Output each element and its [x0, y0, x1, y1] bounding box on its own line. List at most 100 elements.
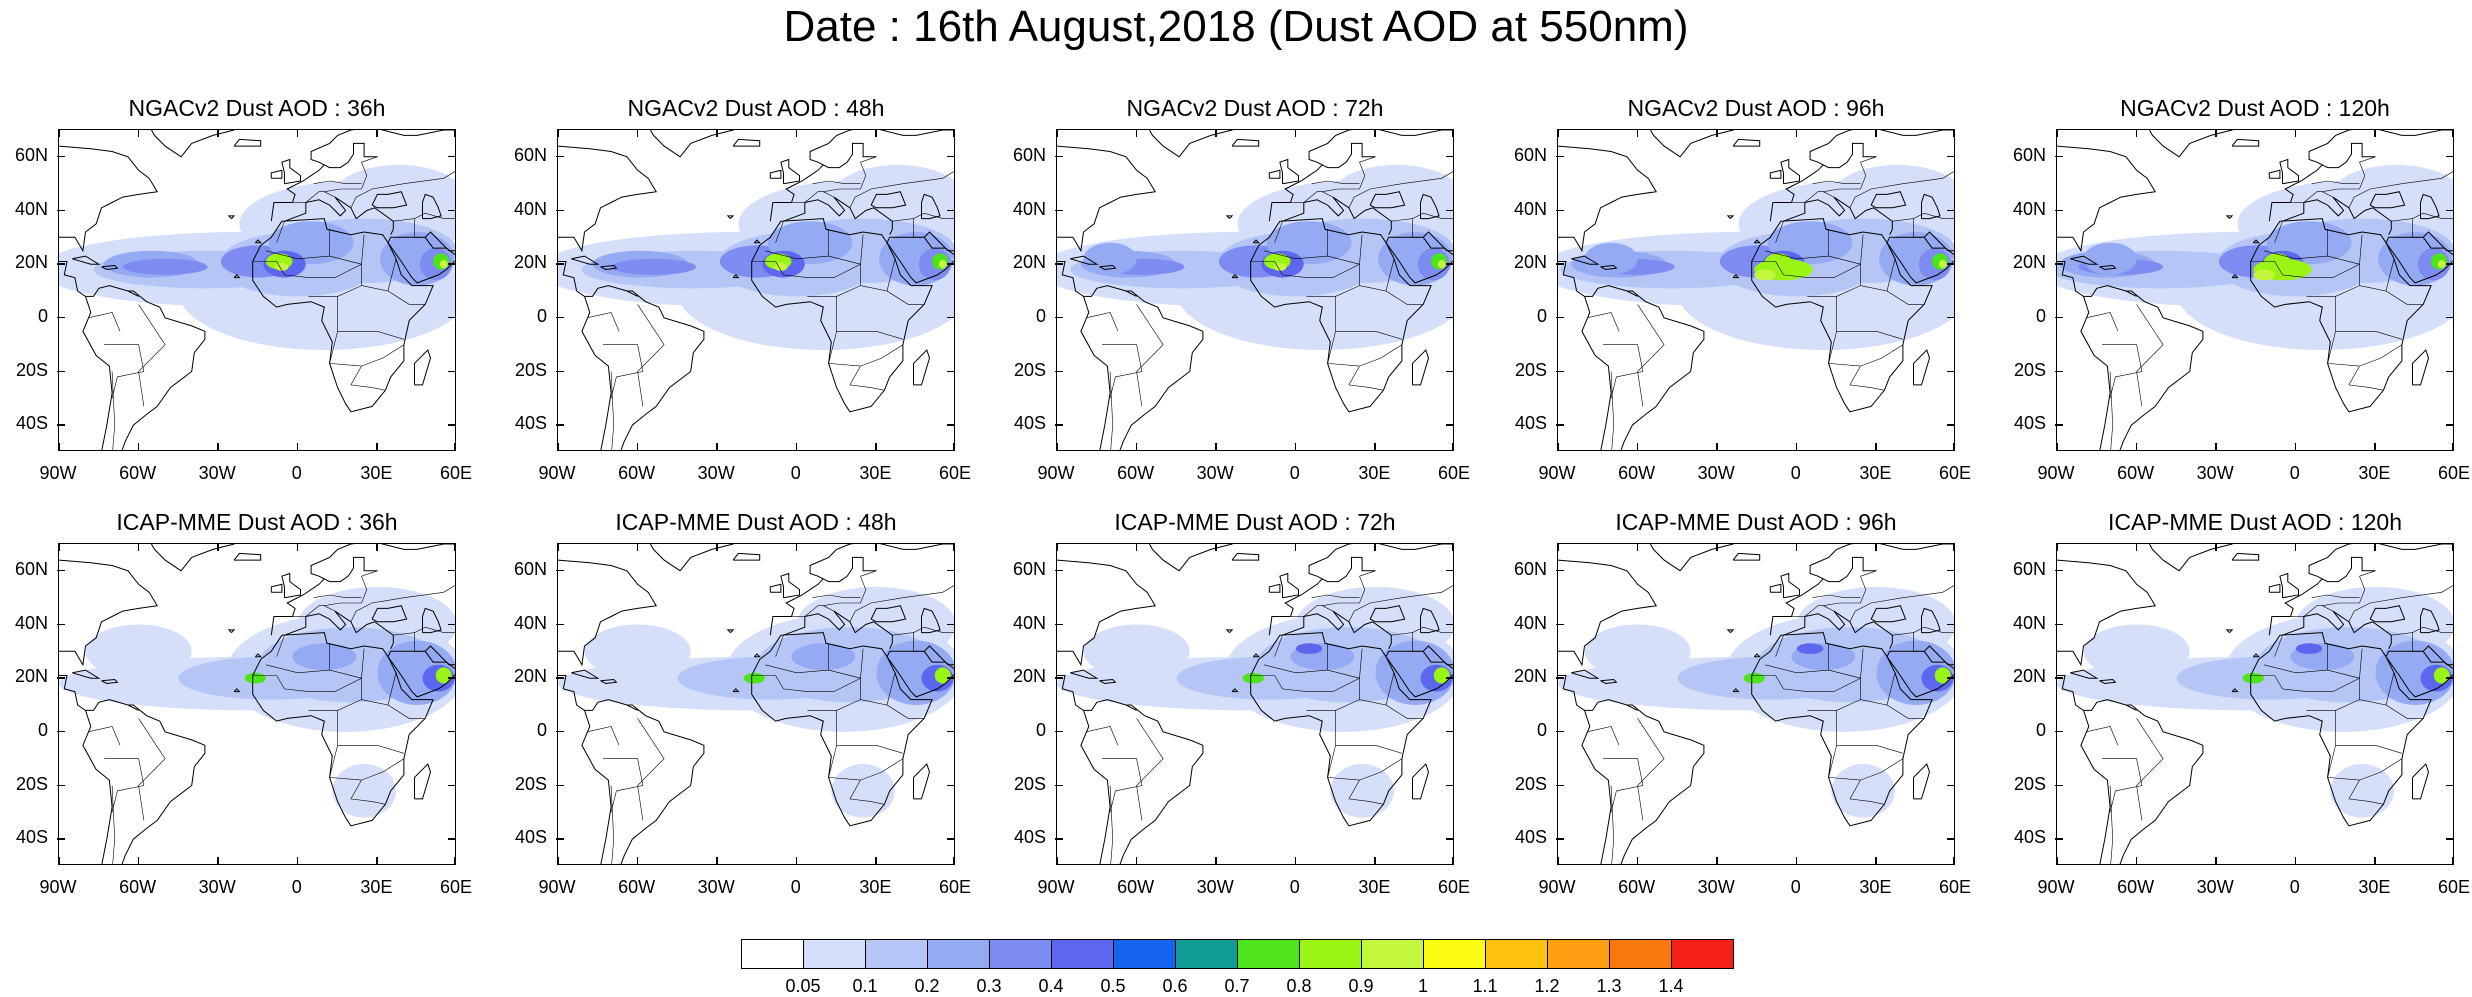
tick-mark [2374, 129, 2376, 137]
tick-mark [716, 129, 718, 137]
tick-mark [1875, 543, 1877, 551]
country-border [104, 344, 145, 399]
coastline [252, 632, 434, 827]
coastline [2225, 215, 2234, 219]
coastline [1420, 607, 1440, 634]
lon-tick-label: 60E [938, 877, 972, 897]
lat-tick-label: 40S [514, 413, 547, 434]
lon-tick-label: 60E [2437, 463, 2471, 483]
tick-mark [2135, 443, 2138, 451]
dust-aod-map [1558, 130, 1954, 450]
map-panel: ICAP-MME Dust AOD : 48h 60N 40N 20N 0 20S 40S 9… [514, 509, 971, 897]
tick-mark [2446, 370, 2454, 372]
aod-contour [1796, 643, 1824, 655]
dust-aod-map [2057, 544, 2453, 864]
coastline [571, 669, 600, 679]
colorbar-label: 0.5 [1100, 976, 1126, 996]
tick-mark [454, 129, 456, 137]
coastline [2231, 688, 2239, 693]
country-border [1587, 312, 1620, 332]
coastline [2268, 583, 2281, 593]
country-border [849, 365, 885, 391]
tick-mark [217, 129, 219, 137]
tick-mark [1056, 129, 1058, 137]
map-frame [2056, 543, 2454, 865]
lon-tick-label: 30E [360, 877, 393, 897]
tick-mark [2215, 857, 2217, 865]
lat-tick-label: 20N [14, 666, 48, 687]
coastline [1231, 552, 1260, 561]
country-border [1751, 675, 1861, 711]
lon-tick-label: 60E [1437, 877, 1471, 897]
coastline [783, 610, 893, 649]
country-border [1849, 365, 1885, 391]
coastline [324, 142, 378, 169]
lon-tick-label: 30W [2196, 463, 2234, 483]
tick-mark [58, 543, 60, 551]
country-border [775, 635, 784, 657]
coastline [2385, 236, 2453, 284]
coastline [1726, 629, 1735, 633]
map-frame [1557, 543, 1955, 865]
tick-mark [448, 370, 456, 372]
tick-mark [1947, 569, 1955, 572]
lat-tick-label: 20S [15, 359, 48, 380]
lon-tick-label: 0 [790, 877, 801, 897]
coastline [270, 169, 283, 179]
country-border [1385, 290, 1424, 305]
country-border [1412, 212, 1453, 219]
coastline [1322, 556, 1376, 583]
country-border [2136, 718, 2164, 821]
aod-contour [1083, 624, 1190, 679]
tick-mark [1452, 543, 1454, 551]
country-border [1804, 191, 1835, 203]
tick-mark [57, 263, 65, 265]
lat-tick-label: 20S [2013, 773, 2046, 794]
coastline [2225, 629, 2234, 633]
country-border [2109, 371, 2114, 450]
lon-tick-label: 30W [697, 877, 735, 897]
tick-mark [556, 838, 564, 840]
tick-mark [2055, 569, 2063, 572]
coastline [1783, 196, 1893, 235]
country-border [2250, 675, 2360, 711]
panel-title: NGACv2 Dust AOD : 36h [128, 95, 386, 121]
coastline [1080, 704, 1204, 864]
coastline [252, 218, 434, 413]
country-border [337, 296, 404, 340]
aod-contour [743, 672, 765, 684]
coastline [2420, 193, 2440, 220]
aod-contour [1274, 307, 1371, 340]
dust-aod-map [1057, 544, 1453, 864]
tick-mark [2215, 543, 2217, 551]
aod-contour [292, 643, 357, 671]
tick-mark [1135, 443, 1138, 451]
tick-mark [2055, 316, 2063, 319]
coastline [414, 763, 432, 800]
panel-title: NGACv2 Dust AOD : 72h [1126, 95, 1384, 121]
tick-mark [376, 129, 378, 137]
lat-tick-label: 40N [2012, 198, 2046, 219]
coastline [1231, 138, 1260, 147]
country-border [1335, 296, 1402, 340]
tick-mark [947, 569, 955, 572]
lon-tick-label: 60W [2117, 463, 2155, 483]
coastline [1923, 231, 1954, 252]
tick-mark [947, 784, 955, 786]
aod-contour [2437, 260, 2446, 269]
dust-aod-map [59, 130, 455, 450]
coastline [1420, 193, 1440, 220]
tick-mark [1947, 316, 1955, 319]
lat-tick-label: 40N [1513, 198, 1547, 219]
lon-tick-label: 30W [1697, 463, 1735, 483]
panel-title: ICAP-MME Dust AOD : 96h [1615, 509, 1897, 535]
tick-mark [1556, 263, 1564, 265]
coastline [254, 653, 262, 658]
colorbar-label: 1 [1417, 976, 1428, 996]
panel-title: ICAP-MME Dust AOD : 120h [2108, 509, 2402, 535]
country-border [1385, 704, 1424, 719]
tick-mark [953, 857, 955, 865]
country-border [804, 191, 835, 203]
tick-mark [296, 129, 299, 137]
coastline [1252, 653, 1260, 658]
